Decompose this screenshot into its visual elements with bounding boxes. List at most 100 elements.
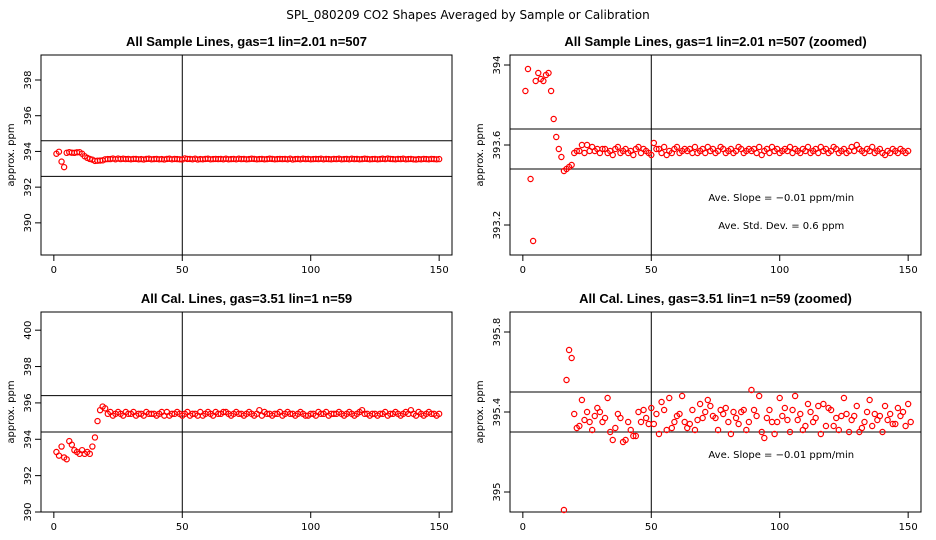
data-point [668,424,676,432]
y-axis-label: approx. ppm [475,123,486,186]
data-point [560,506,568,514]
data-point [768,418,776,426]
data-point [879,428,886,436]
data-point [671,418,678,426]
data-point [730,408,737,416]
data-point [702,408,709,416]
data-point [858,424,866,432]
data-point [89,443,96,450]
panel-title: All Cal. Lines, gas=3.51 lin=1 n=59 (zoo… [579,291,852,306]
data-point [576,422,583,430]
data-point [853,402,860,410]
data-point [604,394,611,402]
data-point [627,426,634,434]
data-point [565,346,573,354]
data-point [581,149,588,157]
data-point [666,394,673,402]
data-point [892,420,899,428]
data-point [827,406,835,414]
data-point [555,145,563,153]
plot-frame [509,54,922,256]
data-point [902,422,909,430]
data-point [907,418,914,426]
data-point [781,404,789,412]
data-point [609,151,616,159]
x-tick-label: 50 [645,522,658,533]
data-point [68,441,76,448]
x-tick-label: 0 [520,265,526,276]
plot-frame [509,311,922,513]
data-point [843,410,850,418]
y-tick-label: 396 [23,106,34,125]
data-point [753,412,760,420]
data-point [58,443,65,450]
data-point [804,400,812,408]
data-point [94,417,101,425]
data-point [881,402,889,410]
data-point [773,418,781,426]
data-point [727,430,735,438]
data-point [635,408,642,416]
y-tick-label: 398 [23,70,34,89]
data-point [617,414,624,422]
panel-title: All Cal. Lines, gas=3.51 lin=1 n=59 [141,291,352,306]
data-point [60,163,68,171]
data-point [745,418,753,426]
data-point [779,412,786,420]
x-tick-label: 150 [430,265,449,276]
data-point [547,87,555,95]
x-tick-label: 0 [520,522,526,533]
data-point [691,426,699,434]
data-point [755,143,763,151]
data-point [889,420,896,428]
y-tick-label: 394 [23,142,34,161]
y-axis-label: approx. ppm [6,380,17,443]
data-point [702,149,709,157]
y-tick-label: 396 [23,393,34,412]
data-point [750,406,758,414]
data-point [691,143,699,151]
chart-panel-1: All Sample Lines, gas=1 lin=2.01 n=507 0 5… [6,34,453,276]
data-point [820,400,827,408]
data-point [433,156,440,163]
data-point [884,416,891,424]
data-point [568,354,575,362]
data-point [712,414,719,422]
panel-title: All Sample Lines, gas=1 lin=2.01 n=507 [126,34,367,49]
x-tick-label: 100 [301,265,320,276]
data-point [435,155,443,163]
x-tick-label: 50 [176,265,189,276]
data-point [696,400,704,408]
data-point [694,416,701,424]
y-tick-label: 393.2 [492,211,503,240]
data-point [797,410,804,418]
data-point [861,418,868,426]
data-point [673,143,681,151]
data-point [686,420,694,428]
x-tick-label: 50 [176,522,189,533]
data-point [524,65,532,73]
x-tick-label: 150 [430,522,449,533]
data-point [583,141,591,149]
data-point [876,412,884,420]
data-point [786,428,794,436]
data-point [794,416,801,424]
data-point [812,414,819,422]
data-point [540,77,547,85]
y-tick-label: 394 [492,55,503,74]
data-point [596,408,604,416]
data-point [650,139,658,147]
data-point [755,392,763,400]
data-point [529,237,537,245]
data-point [435,410,443,418]
data-point [589,426,596,434]
data-point [707,402,714,410]
y-tick-label: 395.4 [492,398,503,427]
data-point [635,143,642,151]
data-point [91,434,99,441]
data-point [58,158,65,165]
data-point [650,420,658,428]
annotation-text: Ave. Std. Dev. = 0.6 ppm [718,221,844,232]
data-point [894,404,902,412]
data-point [845,428,853,436]
